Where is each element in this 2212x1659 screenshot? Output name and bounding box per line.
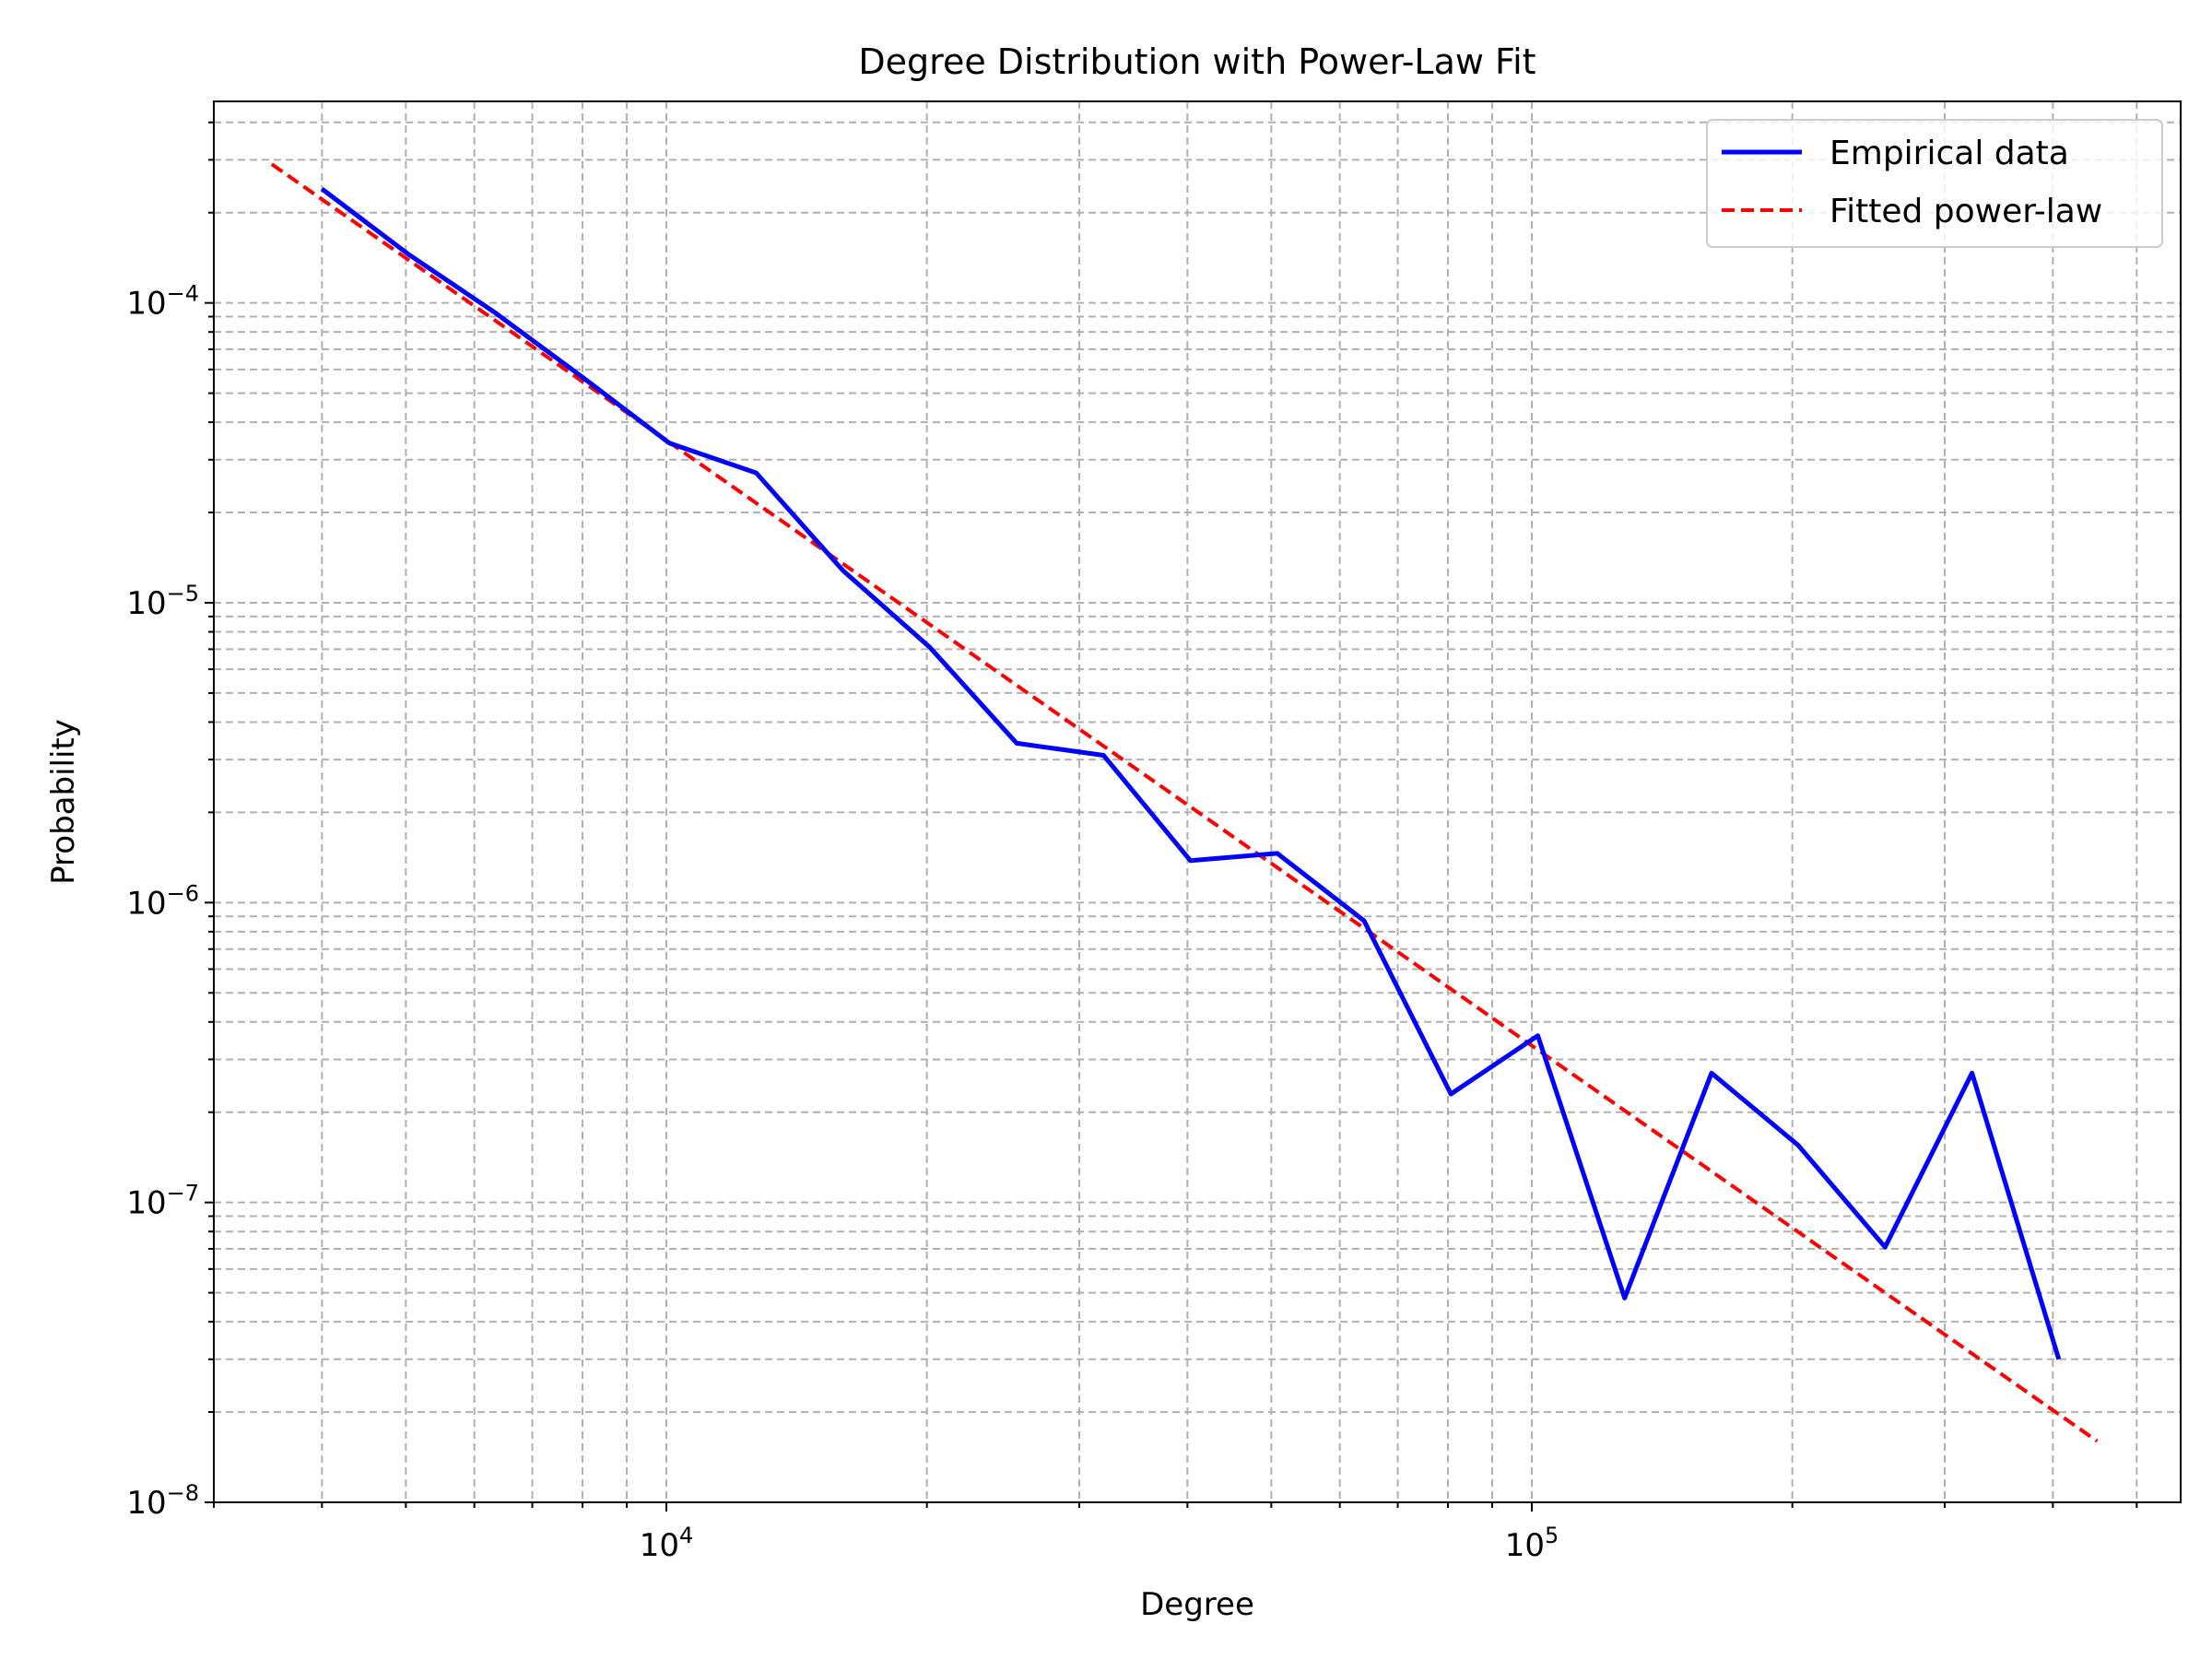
series-line-empirical-data bbox=[320, 187, 2062, 1360]
y-tick-label: 10−6 bbox=[126, 880, 199, 922]
legend: Empirical data Fitted power-law bbox=[1706, 119, 2163, 248]
plot-frame bbox=[213, 100, 2182, 1503]
x-tick-label: 105 bbox=[1505, 1523, 1559, 1564]
axis-ticks: 104 105 10−8 10−7 10−6 10−5 10−4 bbox=[126, 121, 2138, 1564]
chart-title: Degree Distribution with Power-Law Fit bbox=[858, 41, 1535, 82]
y-axis-label: Probability bbox=[45, 719, 82, 885]
x-tick-label: 104 bbox=[640, 1523, 694, 1564]
series-line-fitted-power-law bbox=[270, 162, 2099, 1443]
y-tick-label: 10−4 bbox=[126, 281, 199, 323]
y-tick-label: 10−8 bbox=[126, 1480, 199, 1522]
y-tick-label: 10−7 bbox=[126, 1181, 199, 1222]
legend-label-empirical: Empirical data bbox=[1830, 135, 2069, 172]
grid bbox=[214, 101, 2181, 1502]
y-tick-label: 10−5 bbox=[126, 581, 199, 622]
x-axis-label: Degree bbox=[1140, 1586, 1254, 1623]
legend-label-fit: Fitted power-law bbox=[1830, 193, 2102, 230]
legend-box bbox=[1706, 119, 2163, 248]
series-layer bbox=[270, 162, 2099, 1443]
